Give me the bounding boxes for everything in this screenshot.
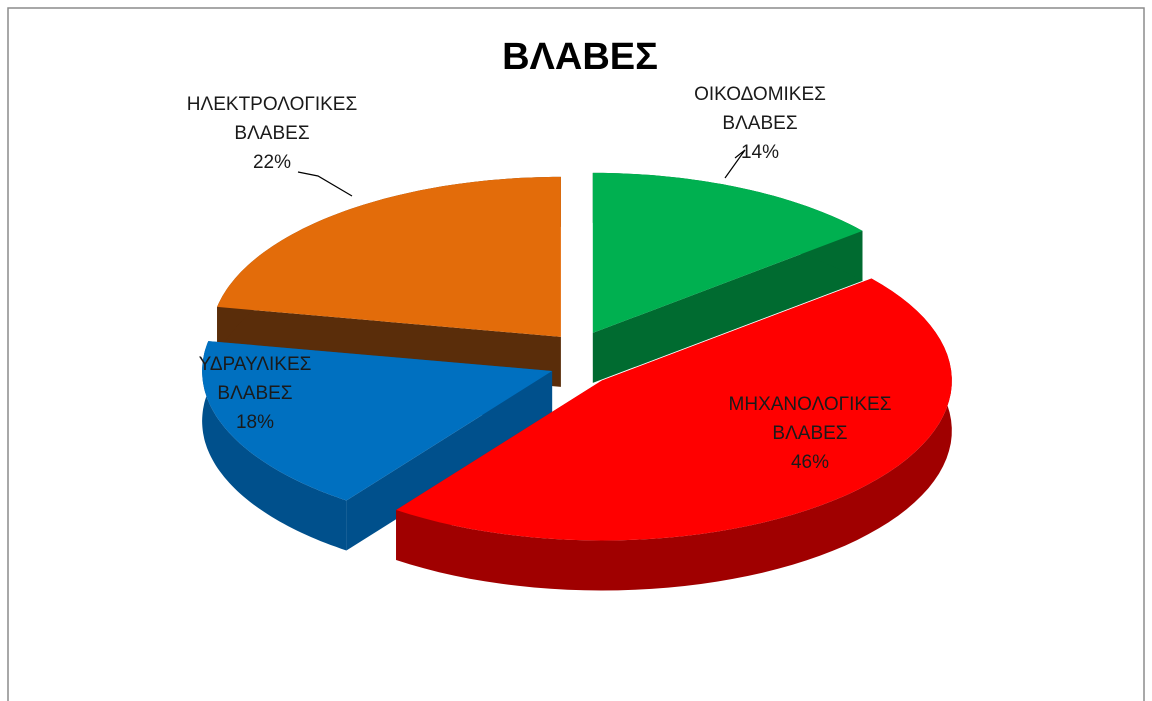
label-category: ΥΔΡΑΥΛΙΚΕΣ ΒΛΑΒΕΣ	[198, 354, 312, 404]
data-label: ΟΙΚΟΔΟΜΙΚΕΣ ΒΛΑΒΕΣ 14%	[694, 80, 826, 167]
data-label: ΜΗΧΑΝΟΛΟΓΙΚΕΣ ΒΛΑΒΕΣ 46%	[729, 390, 892, 477]
label-value: 18%	[235, 412, 275, 433]
slice-wall	[202, 341, 347, 551]
chart-border	[7, 7, 1145, 701]
label-value: 22%	[252, 152, 292, 173]
label-value: 46%	[790, 452, 830, 473]
slice-side	[592, 230, 863, 383]
label-category: ΗΛΕΚΤΡΟΛΟΓΙΚΕΣ ΒΛΑΒΕΣ	[186, 94, 358, 144]
slice-wall	[396, 278, 952, 591]
slice	[217, 176, 561, 337]
data-label: ΗΛΕΚΤΡΟΛΟΓΙΚΕΣ ΒΛΑΒΕΣ 22%	[187, 90, 357, 177]
leader-line	[724, 149, 746, 179]
label-category: ΟΙΚΟΔΟΜΙΚΕΣ ΒΛΑΒΕΣ	[694, 84, 826, 134]
slice	[592, 172, 863, 333]
label-value: 14%	[740, 142, 780, 163]
data-label: ΥΔΡΑΥΛΙΚΕΣ ΒΛΑΒΕΣ 18%	[199, 350, 312, 437]
slice	[202, 341, 553, 501]
slice	[396, 278, 952, 541]
chart-title: ΒΛΑΒΕΣ	[502, 36, 658, 78]
leader-line	[297, 171, 353, 197]
label-category: ΜΗΧΑΝΟΛΟΓΙΚΕΣ ΒΛΑΒΕΣ	[728, 394, 892, 444]
